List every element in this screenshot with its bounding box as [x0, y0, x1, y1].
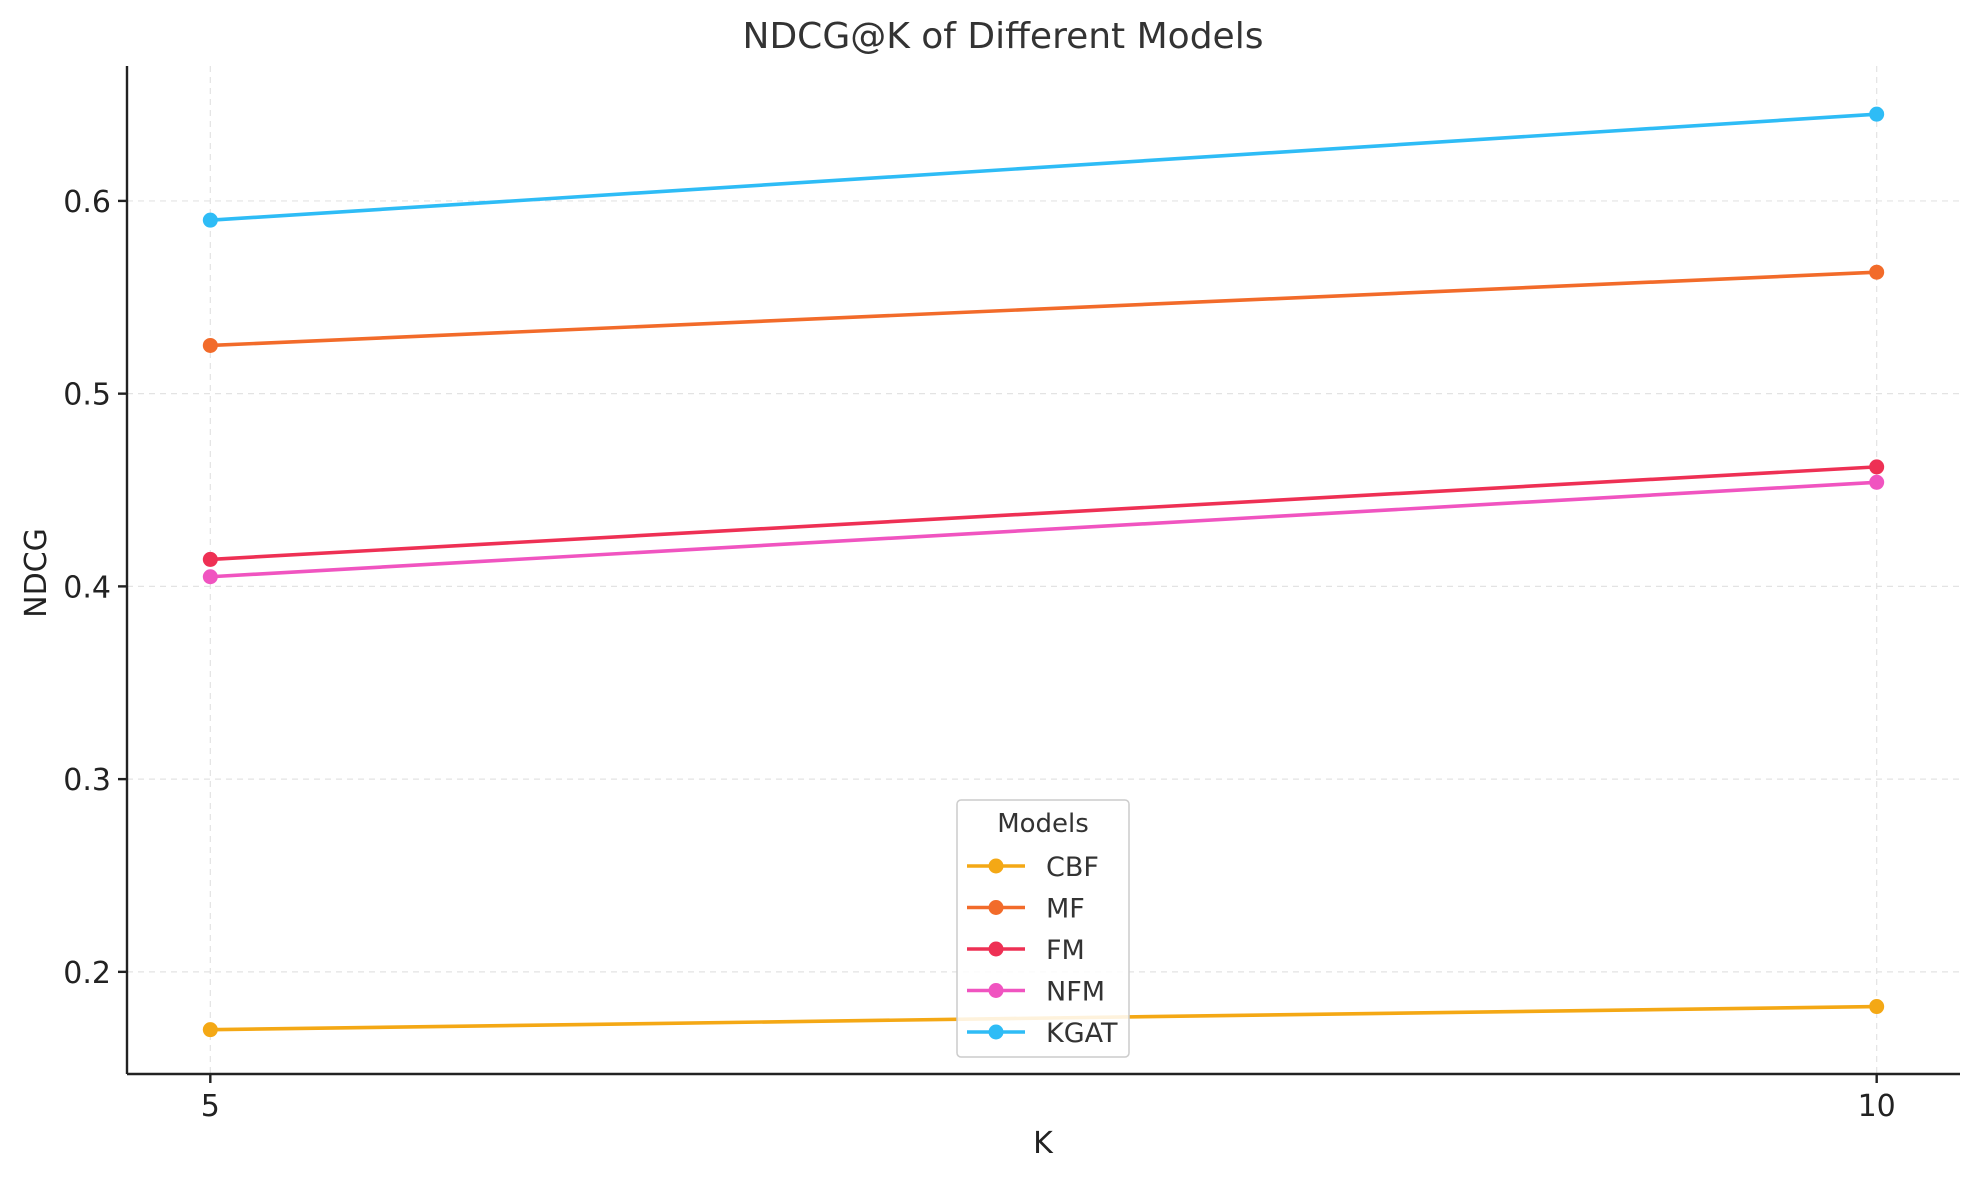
legend-swatch-marker: [988, 941, 1004, 957]
data-point-fm: [1869, 459, 1885, 475]
x-tick-label: 10: [1858, 1089, 1896, 1124]
data-point-mf: [1869, 264, 1885, 280]
legend-item-mf: MF: [967, 894, 1085, 925]
series-line-fm: [210, 465, 1877, 562]
legend-item-kgat: KGAT: [967, 1018, 1118, 1049]
series-kgat: [202, 106, 1885, 228]
y-tick-label: 0.2: [63, 956, 111, 991]
legend-label: NFM: [1046, 977, 1105, 1008]
legend-item-cbf: CBF: [967, 852, 1099, 883]
legend-swatch-marker: [988, 983, 1004, 998]
chart-title: NDCG@K of Different Models: [743, 16, 1264, 57]
data-point-mf: [202, 337, 218, 353]
tick-layer: 0.2 0.3 0.4 0.5 0.6 5 10: [63, 185, 1895, 1124]
y-axis-label: NDCG: [19, 528, 54, 618]
legend-label: KGAT: [1046, 1018, 1118, 1049]
data-point-nfm: [202, 569, 218, 585]
data-point-cbf: [1869, 999, 1885, 1015]
legend-label: CBF: [1046, 852, 1099, 883]
legend-swatch-marker: [988, 900, 1004, 915]
series-line-nfm: [210, 480, 1877, 579]
y-tick-label: 0.5: [63, 378, 111, 413]
legend-label: FM: [1046, 935, 1085, 966]
y-tick-label: 0.6: [63, 185, 111, 220]
legend-swatch-marker: [988, 1024, 1004, 1040]
legend-title: Models: [997, 809, 1089, 839]
data-point-kgat: [202, 212, 218, 228]
series-mf: [202, 264, 1885, 353]
series-line-mf: [210, 270, 1877, 348]
series-layer: [202, 106, 1885, 1038]
legend-swatch-marker: [988, 858, 1004, 874]
legend: Models CBF MF FM NFM KGAT: [956, 799, 1130, 1058]
legend-item-fm: FM: [967, 935, 1085, 966]
legend-item-nfm: NFM: [967, 977, 1105, 1008]
data-point-fm: [202, 551, 218, 567]
x-tick-label: 5: [201, 1089, 220, 1124]
series-line-kgat: [210, 112, 1877, 222]
data-point-cbf: [202, 1022, 218, 1038]
data-point-kgat: [1869, 106, 1885, 122]
legend-label: MF: [1046, 894, 1085, 925]
series-nfm: [202, 474, 1885, 585]
data-point-nfm: [1869, 474, 1885, 490]
y-tick-label: 0.3: [63, 763, 111, 798]
series-fm: [202, 459, 1885, 567]
y-tick-label: 0.4: [63, 570, 111, 605]
legend-items: CBF MF FM NFM KGAT: [967, 852, 1118, 1049]
x-axis-label: K: [1033, 1126, 1054, 1161]
